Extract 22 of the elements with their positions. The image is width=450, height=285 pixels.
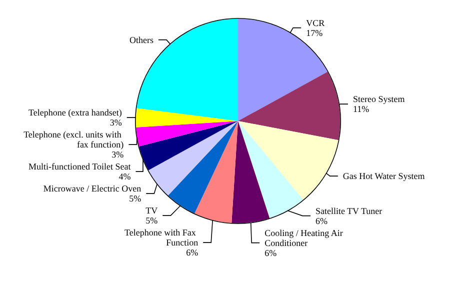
data-label: 6% <box>315 216 328 226</box>
data-label: 6% <box>186 248 199 258</box>
slice-label: Telephone with Fax Function <box>124 228 199 248</box>
data-label: 17% <box>306 28 324 38</box>
slice-label: TV <box>146 206 158 216</box>
slice-label: Gas Hot Water System <box>342 171 425 182</box>
data-label: 6% <box>264 248 278 258</box>
slice-label: Stereo System <box>352 94 405 104</box>
data-label: 5% <box>129 194 142 204</box>
slice-label: Others <box>129 34 154 45</box>
slice-label: Microwave / Electric Oven <box>43 184 142 194</box>
data-label: 11% <box>352 104 370 114</box>
data-label: 3% <box>110 118 122 128</box>
slice-label: Telephone (extra handset) <box>28 108 122 118</box>
slice-label: Telephone (excl. units with fax function) <box>24 130 124 150</box>
data-label: 3% <box>112 150 124 160</box>
data-label: 5% <box>146 216 158 226</box>
slice-label: Multi-functioned Toilet Seat <box>28 162 132 172</box>
slice-label: Cooling / Heating Air Conditioner <box>264 228 346 248</box>
slice-label: VCR <box>306 18 325 28</box>
data-label: 4% <box>118 172 132 182</box>
slice-label: Satellite TV Tuner <box>315 206 382 216</box>
